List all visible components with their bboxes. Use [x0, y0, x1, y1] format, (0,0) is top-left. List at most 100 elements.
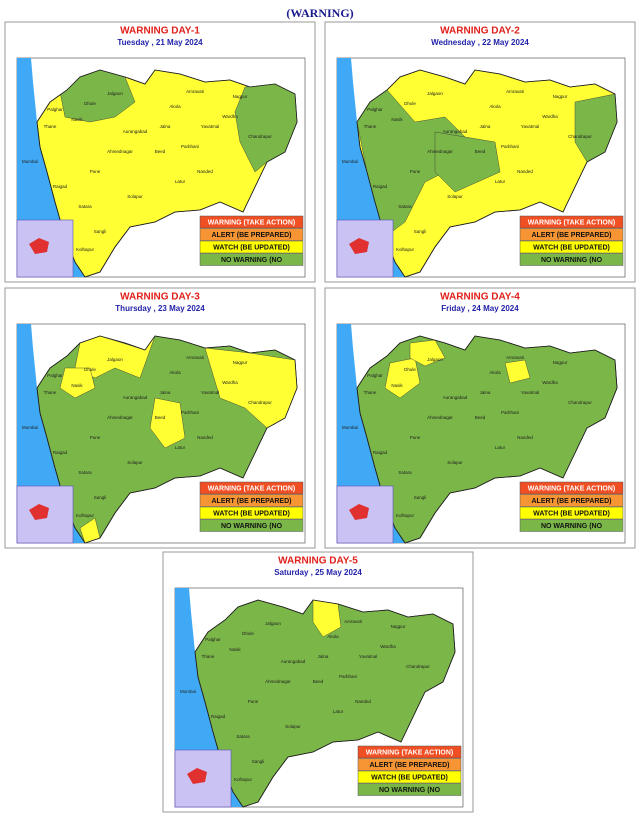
district-zone [384, 357, 421, 399]
district-label: Solapur [447, 460, 463, 465]
district-label: Mumbai [342, 425, 358, 430]
district-label: Thane [44, 390, 57, 395]
district-label: Jalna [318, 654, 329, 659]
district-label: Chandrapur [248, 400, 272, 405]
inset-state [349, 504, 369, 520]
district-label: Sangli [94, 495, 107, 500]
inset-state [349, 238, 369, 254]
legend-label: NO WARNING (NO [541, 523, 603, 530]
legend-swatch [199, 481, 304, 495]
district-label: Pune [248, 699, 259, 704]
district-label: Jalgaon [107, 357, 123, 362]
legend-swatch [519, 228, 624, 241]
district-label: Ahmednagar [427, 415, 453, 420]
patches [59, 70, 297, 173]
district-label: Pune [90, 435, 101, 440]
district-label: Ahmednagar [107, 415, 133, 420]
district-label: Sangli [252, 759, 265, 764]
panel-title: WARNING DAY-3 [120, 292, 200, 303]
district-label: Ahmednagar [265, 679, 291, 684]
legend-label: ALERT (BE PREPARED) [212, 232, 292, 239]
legend-label: WATCH (BE UPDATED) [533, 510, 610, 517]
district-label: Amravati [506, 89, 524, 94]
legend-swatch [199, 215, 304, 229]
legend-label: ALERT (BE PREPARED) [212, 498, 292, 505]
district-label: Palghar [367, 373, 383, 378]
district-label: Yavatmal [521, 390, 539, 395]
panel-title: WARNING DAY-1 [120, 26, 200, 37]
district-label: Yavatmal [359, 654, 377, 659]
district-label: Parbhani [339, 674, 357, 679]
district-label: Satara [398, 470, 412, 475]
district-label: Akola [489, 370, 501, 375]
legend-swatch [519, 240, 624, 254]
district-label: Palghar [47, 107, 63, 112]
panel-date: Friday , 24 May 2024 [441, 304, 519, 313]
legend-swatch [357, 758, 462, 771]
page-title: (WARNING) [286, 6, 353, 20]
district-label: Kolhapur [76, 513, 95, 518]
district-label: Kolhapur [396, 247, 415, 252]
district-label: Aurangabad [443, 395, 468, 400]
legend-label: WARNING (TAKE ACTION) [208, 219, 296, 226]
district-label: Mumbai [22, 425, 38, 430]
district-label: Nagpur [391, 624, 406, 629]
district-label: Raigad [53, 184, 68, 189]
district-label: Nasik [71, 117, 83, 122]
state-outline [36, 335, 298, 544]
district-label: Ahmednagar [427, 149, 453, 154]
district-label: Thane [364, 124, 377, 129]
district-label: Solapur [127, 460, 143, 465]
legend-label: ALERT (BE PREPARED) [532, 232, 612, 239]
district-label: Nasik [71, 383, 83, 388]
district-label: Thane [44, 124, 57, 129]
district-zone [149, 397, 186, 449]
district-label: Nasik [229, 647, 241, 652]
district-label: Yavatmal [201, 124, 219, 129]
district-label: Solapur [127, 194, 143, 199]
district-label: Akola [489, 104, 501, 109]
district-label: Jalna [160, 124, 171, 129]
district-label: Dhule [242, 631, 254, 636]
district-label: Amravati [186, 355, 204, 360]
legend-swatch [199, 253, 304, 266]
legend-label: WATCH (BE UPDATED) [371, 774, 448, 781]
district-label: Latur [495, 445, 506, 450]
district-label: Solapur [447, 194, 463, 199]
district-label: Thane [202, 654, 215, 659]
legend-swatch [357, 745, 462, 759]
state-outline [356, 69, 618, 278]
legend-swatch [199, 494, 304, 507]
district-label: Beed [155, 415, 166, 420]
district-label: Palghar [367, 107, 383, 112]
district-label: Akola [169, 104, 181, 109]
district-label: Satara [78, 470, 92, 475]
district-label: Wardha [222, 114, 238, 119]
legend-swatch [199, 240, 304, 254]
district-label: Yavatmal [201, 390, 219, 395]
district-label: Yavatmal [521, 124, 539, 129]
panel-date: Tuesday , 21 May 2024 [117, 38, 203, 47]
district-label: Palghar [47, 373, 63, 378]
district-label: Pune [410, 169, 421, 174]
inset-box [336, 219, 394, 278]
district-label: Jalgaon [427, 357, 443, 362]
district-label: Parbhani [501, 144, 519, 149]
district-label: Beed [155, 149, 166, 154]
district-label: Nanded [355, 699, 371, 704]
patches [384, 339, 531, 399]
legend-swatch [357, 783, 462, 796]
district-label: Latur [495, 179, 506, 184]
district-label: Beed [313, 679, 324, 684]
district-label: Dhule [404, 367, 416, 372]
district-label: Raigad [373, 450, 388, 455]
state-outline [36, 69, 298, 278]
district-label: Satara [398, 204, 412, 209]
district-label: Aurangabad [443, 129, 468, 134]
district-label: Nagpur [553, 94, 568, 99]
district-label: Beed [475, 415, 486, 420]
